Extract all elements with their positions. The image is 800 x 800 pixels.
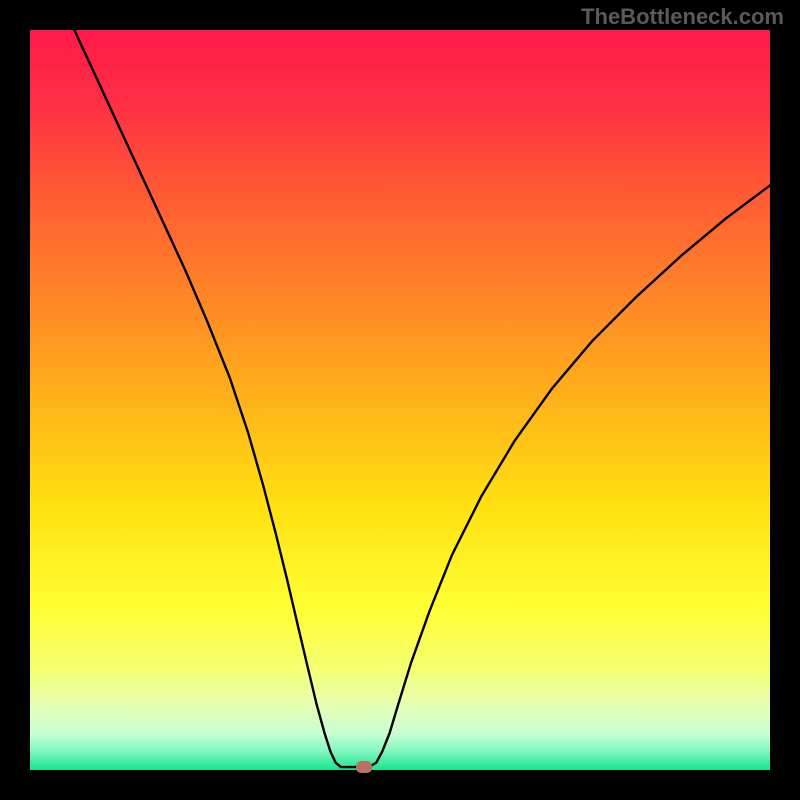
plot-area bbox=[30, 30, 770, 770]
watermark-text: TheBottleneck.com bbox=[581, 4, 784, 30]
chart-frame: TheBottleneck.com bbox=[0, 0, 800, 800]
plot-svg bbox=[30, 30, 770, 770]
optimum-marker bbox=[356, 761, 372, 773]
plot-background bbox=[30, 30, 770, 770]
